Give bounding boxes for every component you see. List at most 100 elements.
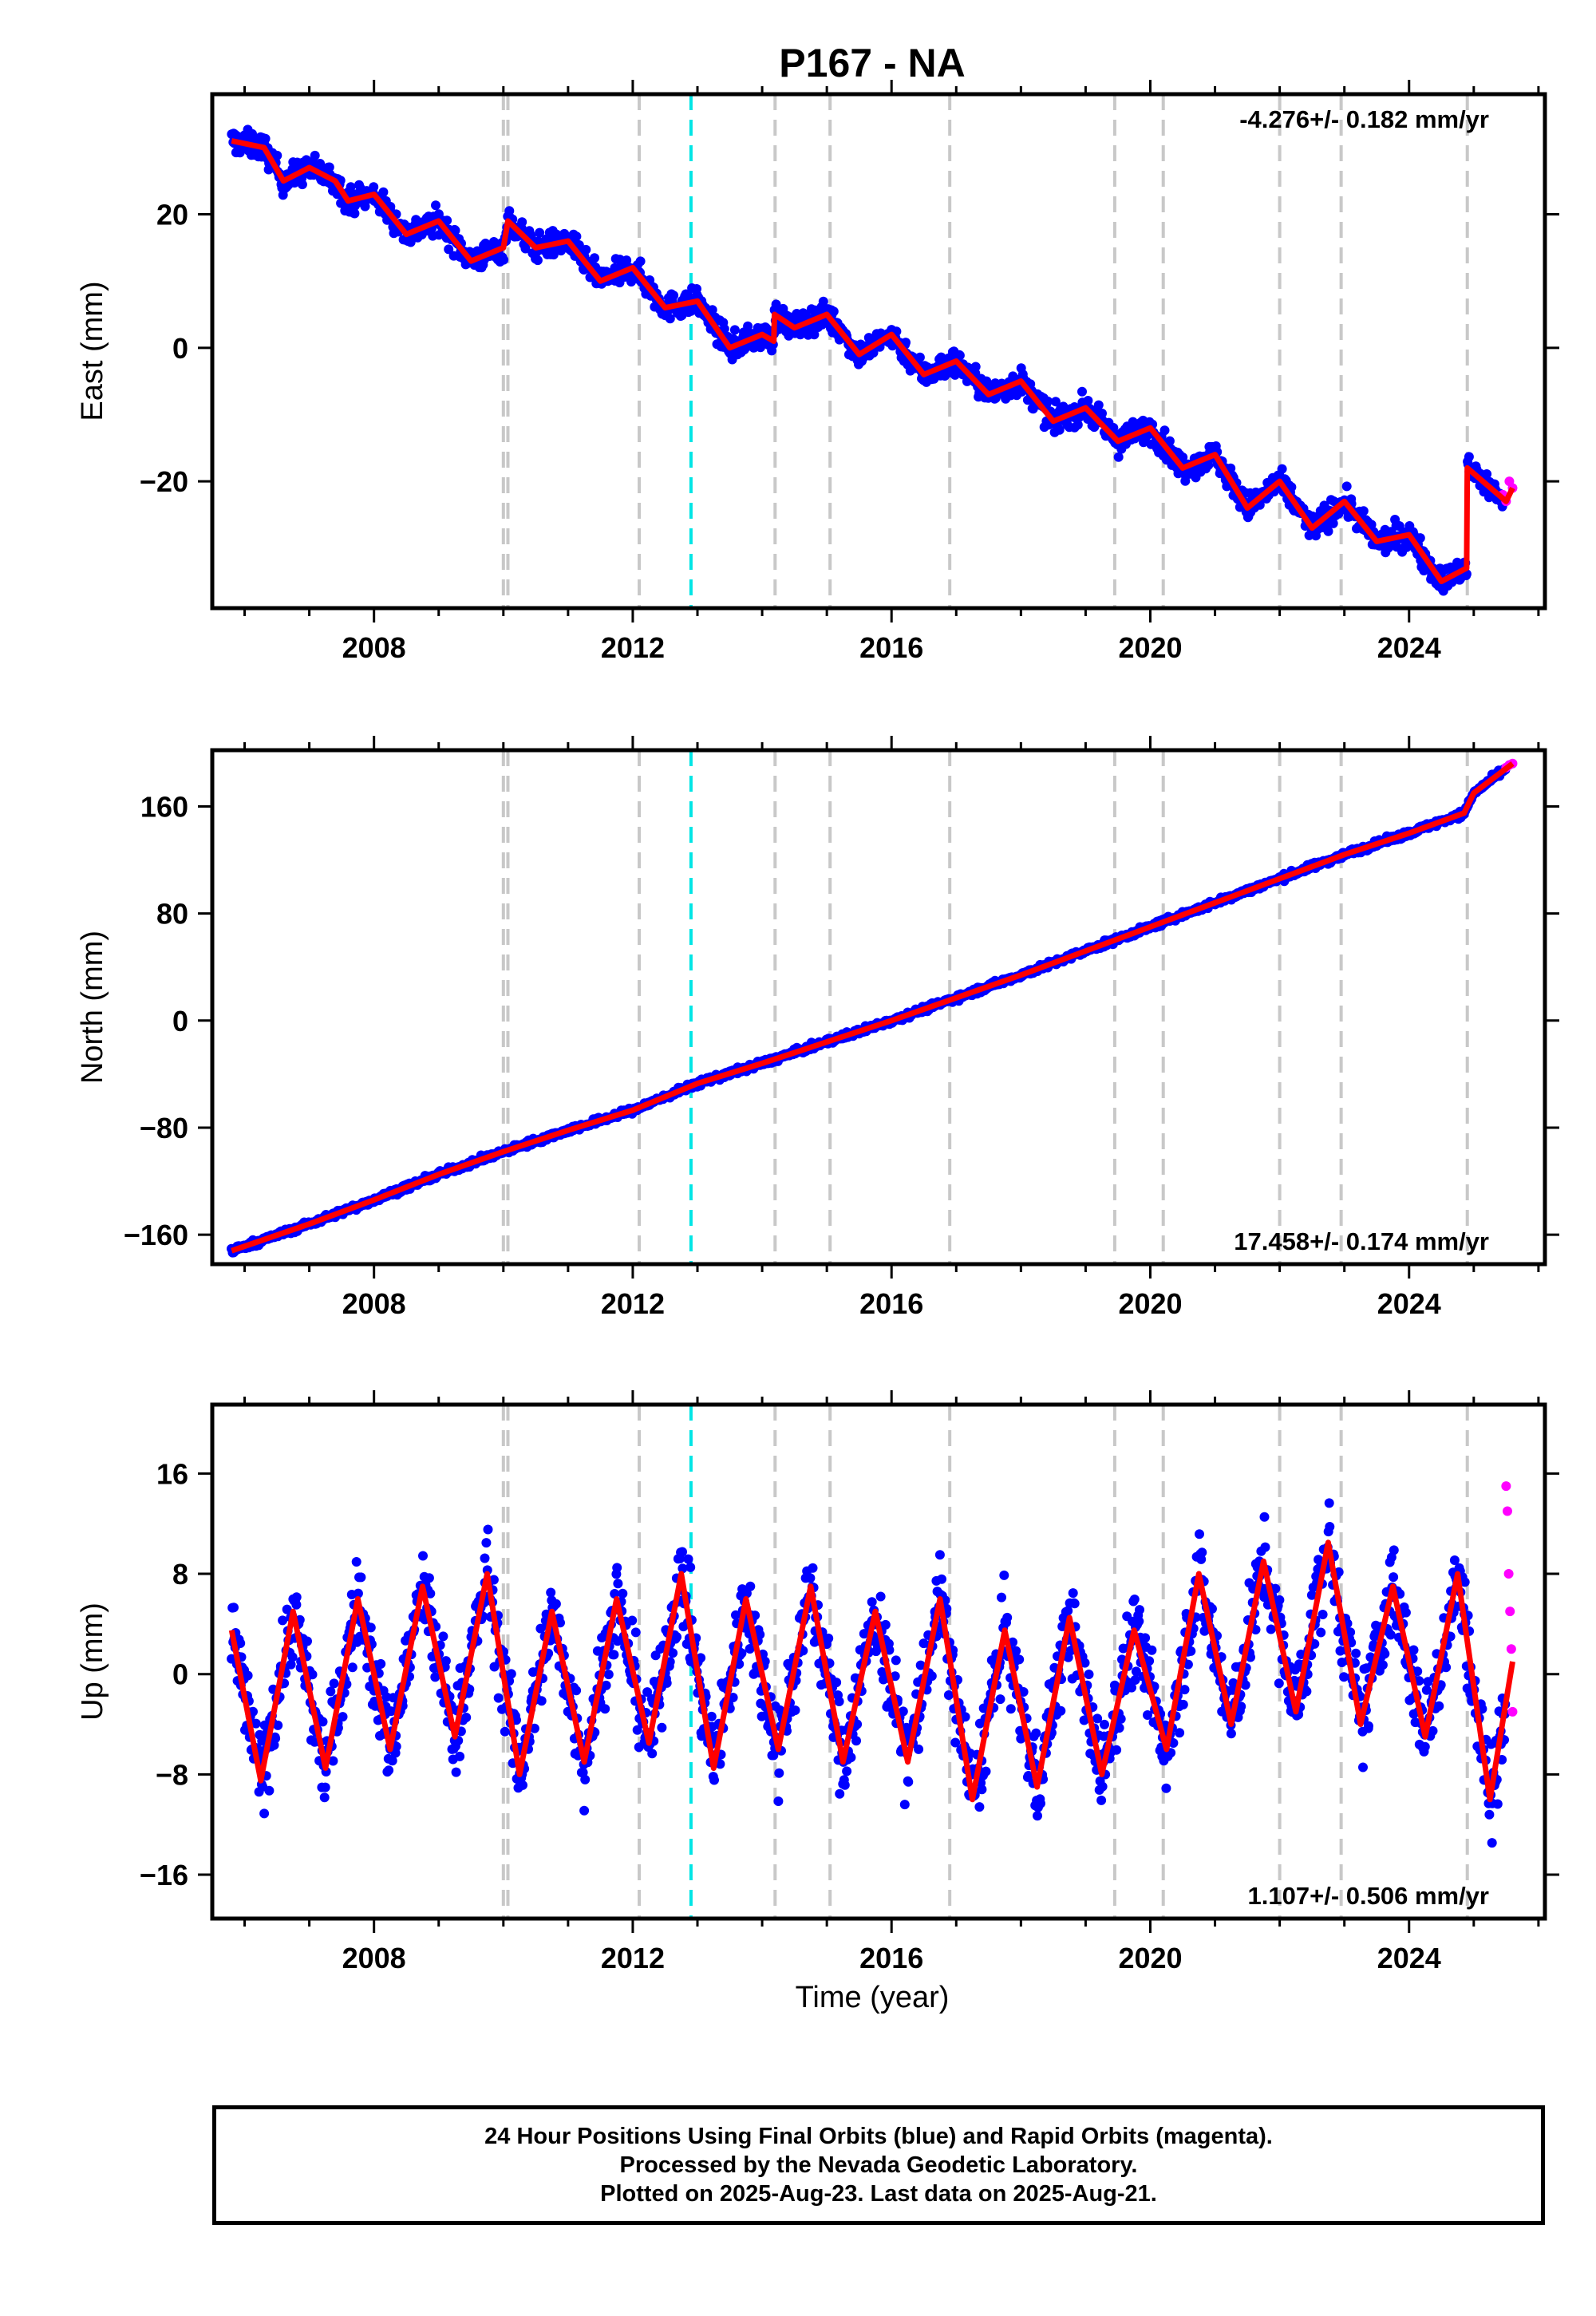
final-orbit-point: [808, 1563, 818, 1573]
final-orbit-point: [346, 182, 356, 192]
final-orbit-point: [555, 1618, 565, 1628]
final-orbit-point: [852, 1719, 863, 1729]
final-orbit-point: [1277, 464, 1287, 474]
y-tick-label: 80: [156, 898, 188, 931]
final-orbit-point: [488, 1575, 499, 1585]
final-orbit-point: [678, 1563, 688, 1574]
y-tick-label: −80: [140, 1112, 188, 1144]
final-orbit-point: [1077, 386, 1087, 397]
final-orbit-point: [307, 1670, 318, 1680]
final-orbit-point: [440, 1656, 451, 1666]
final-orbit-point: [506, 1669, 516, 1679]
final-orbit-point: [898, 1706, 908, 1717]
figure-title: P167 - NA: [779, 41, 965, 85]
final-orbit-point: [974, 1802, 985, 1812]
final-orbit-point: [229, 1603, 239, 1613]
final-orbit-point: [351, 1557, 361, 1567]
final-orbit-point: [914, 1744, 924, 1754]
final-orbit-point: [1203, 460, 1214, 470]
final-orbit-point: [943, 1690, 954, 1700]
final-orbit-point: [627, 1615, 638, 1626]
final-orbit-point: [903, 1777, 914, 1787]
final-orbit-point: [1031, 1728, 1041, 1738]
final-orbit-point: [1164, 436, 1175, 446]
final-orbit-point: [500, 1726, 510, 1737]
final-orbit-point: [1033, 1811, 1042, 1821]
final-orbit-point: [915, 352, 925, 362]
final-orbit-point: [1023, 1771, 1033, 1780]
plot-frame: [210, 748, 1547, 1267]
final-orbit-point: [612, 1563, 622, 1573]
final-orbit-point: [1415, 533, 1425, 543]
final-orbit-point: [683, 1554, 693, 1564]
final-orbit-point: [665, 314, 675, 324]
final-orbit-point: [1014, 1654, 1025, 1665]
final-orbit-point: [360, 201, 370, 211]
final-orbit-point: [745, 1644, 755, 1654]
y-tick-label: 0: [172, 332, 188, 365]
final-orbit-point: [580, 1774, 591, 1784]
final-orbit-point: [610, 1589, 620, 1599]
final-orbit-point: [329, 1678, 339, 1689]
final-orbit-point: [272, 150, 282, 160]
x-tick-label: 2016: [859, 631, 923, 664]
final-orbit-point: [1113, 452, 1124, 462]
final-orbit-point: [899, 1800, 910, 1810]
final-orbit-point: [1056, 1705, 1066, 1716]
final-orbit-point: [291, 1592, 302, 1603]
figure: P167 - NA 2008 2012 2016 2020 2024−20020East…: [76, 41, 1559, 2014]
final-orbit-point: [581, 244, 591, 255]
x-tick-label: 2024: [1377, 631, 1441, 664]
final-orbit-point: [809, 330, 820, 340]
y-tick-label: −20: [140, 465, 188, 498]
final-orbit-point: [601, 1680, 611, 1690]
final-orbit-point: [535, 227, 545, 238]
final-orbit-point: [328, 1756, 338, 1766]
final-orbit-point: [999, 1570, 1009, 1580]
final-orbit-point: [310, 150, 320, 160]
final-orbit-point: [668, 1648, 678, 1658]
final-orbit-point: [729, 325, 740, 335]
final-orbit-point: [444, 244, 454, 255]
final-orbit-point: [1063, 1606, 1073, 1616]
final-orbit-point: [1011, 1646, 1021, 1656]
final-orbit-point: [376, 1658, 386, 1669]
final-orbit-point: [642, 1687, 653, 1697]
final-orbit-point: [461, 1713, 472, 1722]
final-orbit-point: [320, 1782, 330, 1792]
final-orbit-point: [669, 290, 679, 301]
final-orbit-point: [1093, 400, 1104, 410]
final-orbit-point: [1068, 1588, 1078, 1599]
final-orbit-point: [851, 1736, 861, 1746]
final-orbit-point: [546, 1587, 556, 1598]
final-orbit-point: [518, 1780, 527, 1790]
final-orbit-point: [890, 1671, 900, 1682]
final-orbit-point: [832, 1678, 842, 1688]
final-orbit-point: [536, 1696, 547, 1706]
model-fit-line: [231, 761, 1515, 1254]
final-orbit-point: [828, 306, 839, 317]
final-orbit-point: [571, 1686, 582, 1696]
final-orbit-point: [291, 1599, 302, 1610]
final-orbit-point: [286, 1659, 296, 1670]
final-orbit-point: [480, 1553, 490, 1563]
final-orbit-point: [520, 243, 531, 254]
final-orbit-point: [1080, 1658, 1090, 1668]
final-orbit-point: [319, 1792, 330, 1803]
x-tick-label: 2020: [1118, 631, 1182, 664]
final-orbit-point: [731, 1610, 741, 1620]
final-orbit-point: [934, 1550, 945, 1560]
final-orbit-point: [1005, 1704, 1016, 1714]
final-orbit-point: [353, 1588, 363, 1599]
final-orbit-point: [603, 1670, 614, 1680]
final-orbit-point: [697, 1731, 707, 1741]
final-orbit-point: [737, 1648, 747, 1658]
final-orbit-point: [517, 217, 527, 227]
final-orbit-point: [880, 1619, 891, 1630]
final-orbit-point: [618, 1588, 628, 1599]
final-orbit-point: [260, 133, 271, 144]
final-orbit-point: [1002, 1612, 1013, 1622]
final-orbit-point: [657, 1722, 667, 1733]
final-orbit-point: [745, 1581, 756, 1591]
final-orbit-point: [790, 1705, 800, 1715]
